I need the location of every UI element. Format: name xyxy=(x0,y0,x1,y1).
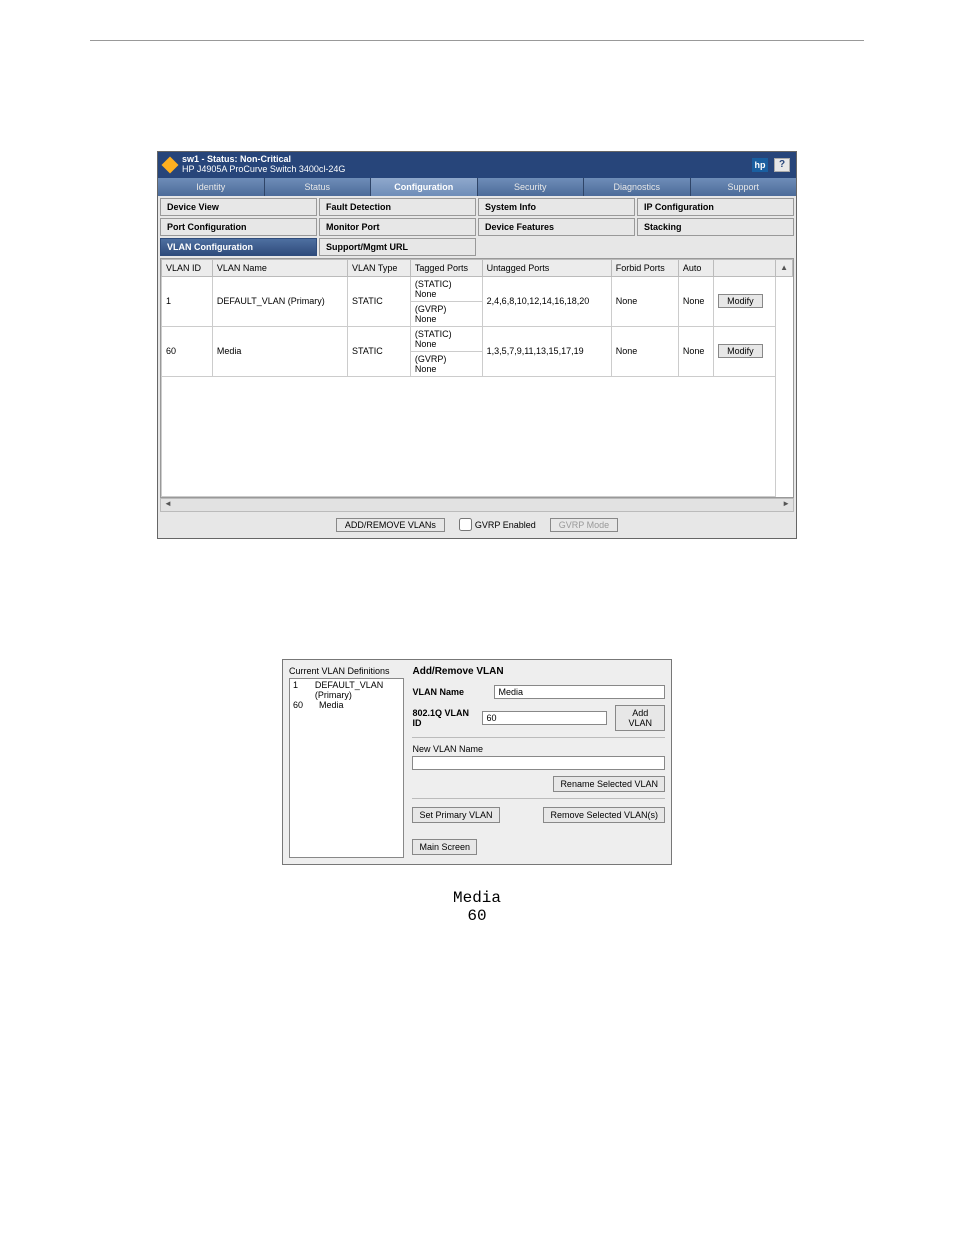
cell-id: 1 xyxy=(162,276,213,326)
gvrp-enabled-checkbox[interactable]: GVRP Enabled xyxy=(459,518,536,531)
subtab-monitor-port[interactable]: Monitor Port xyxy=(319,218,476,236)
titlebar: sw1 - Status: Non-Critical HP J4905A Pro… xyxy=(158,152,796,178)
cell-auto: None xyxy=(678,326,713,376)
cell-forbid: None xyxy=(611,276,678,326)
col-tagged-ports: Tagged Ports xyxy=(410,259,482,276)
table-empty-area xyxy=(162,376,776,496)
new-vlan-name-label: New VLAN Name xyxy=(412,744,665,754)
cell-tagged: (STATIC)None (GVRP)None xyxy=(410,276,482,326)
rename-vlan-button[interactable]: Rename Selected VLAN xyxy=(553,776,665,792)
tab-security[interactable]: Security xyxy=(478,178,585,196)
help-icon[interactable]: ? xyxy=(774,158,790,172)
caption: Media 60 xyxy=(0,889,954,925)
add-remove-vlans-button[interactable]: ADD/REMOVE VLANs xyxy=(336,518,445,532)
subtab-fault-detection[interactable]: Fault Detection xyxy=(319,198,476,216)
tab-status[interactable]: Status xyxy=(265,178,372,196)
vertical-scrollbar[interactable]: ▲ xyxy=(776,259,793,276)
col-untagged-ports: Untagged Ports xyxy=(482,259,611,276)
cell-type: STATIC xyxy=(348,276,411,326)
hp-logo-icon: hp xyxy=(752,158,768,172)
cell-untagged: 2,4,6,8,10,12,14,16,18,20 xyxy=(482,276,611,326)
dialog-heading: Add/Remove VLAN xyxy=(412,666,665,677)
col-vlan-id: VLAN ID xyxy=(162,259,213,276)
vlan-id-label: 802.1Q VLAN ID xyxy=(412,708,478,728)
divider xyxy=(412,737,665,738)
subtab-system-info[interactable]: System Info xyxy=(478,198,635,216)
add-vlan-button[interactable]: Add VLAN xyxy=(615,705,665,731)
tab-support[interactable]: Support xyxy=(691,178,797,196)
list-item[interactable]: 60Media xyxy=(291,700,402,710)
table-row: 60 Media STATIC (STATIC)None (GVRP)None … xyxy=(162,326,793,376)
cell-name: Media xyxy=(212,326,347,376)
vlan-table: VLAN ID VLAN Name VLAN Type Tagged Ports… xyxy=(161,259,793,497)
main-screen-button[interactable]: Main Screen xyxy=(412,839,477,855)
table-row: 1 DEFAULT_VLAN (Primary) STATIC (STATIC)… xyxy=(162,276,793,326)
gvrp-mode-button[interactable]: GVRP Mode xyxy=(550,518,618,532)
sub-tabs: Device View Fault Detection System Info … xyxy=(158,196,796,256)
subtab-device-view[interactable]: Device View xyxy=(160,198,317,216)
divider xyxy=(412,798,665,799)
vlan-definitions-list[interactable]: 1DEFAULT_VLAN (Primary) 60Media xyxy=(289,678,404,858)
main-tabs: Identity Status Configuration Security D… xyxy=(158,178,796,196)
modify-button[interactable]: Modify xyxy=(718,344,763,358)
vlan-config-body: VLAN ID VLAN Name VLAN Type Tagged Ports… xyxy=(160,258,794,498)
add-remove-vlan-dialog: Current VLAN Definitions 1DEFAULT_VLAN (… xyxy=(282,659,672,865)
new-vlan-name-input[interactable] xyxy=(412,756,665,770)
vlan-name-label: VLAN Name xyxy=(412,687,490,697)
vlan-id-input[interactable] xyxy=(482,711,607,725)
remove-vlan-button[interactable]: Remove Selected VLAN(s) xyxy=(543,807,665,823)
list-item[interactable]: 1DEFAULT_VLAN (Primary) xyxy=(291,680,402,700)
status-diamond-icon xyxy=(162,156,179,173)
subtab-port-configuration[interactable]: Port Configuration xyxy=(160,218,317,236)
cell-tagged: (STATIC)None (GVRP)None xyxy=(410,326,482,376)
col-actions xyxy=(714,259,776,276)
gvrp-enabled-input[interactable] xyxy=(459,518,472,531)
col-auto: Auto xyxy=(678,259,713,276)
cell-auto: None xyxy=(678,276,713,326)
page-divider xyxy=(90,40,864,41)
subtab-device-features[interactable]: Device Features xyxy=(478,218,635,236)
cell-forbid: None xyxy=(611,326,678,376)
tab-configuration[interactable]: Configuration xyxy=(371,178,478,196)
tab-identity[interactable]: Identity xyxy=(158,178,265,196)
subtab-support-mgmt-url[interactable]: Support/Mgmt URL xyxy=(319,238,476,256)
modify-button[interactable]: Modify xyxy=(718,294,763,308)
col-vlan-type: VLAN Type xyxy=(348,259,411,276)
switch-window: sw1 - Status: Non-Critical HP J4905A Pro… xyxy=(157,151,797,539)
vlan-name-input[interactable] xyxy=(494,685,665,699)
col-forbid-ports: Forbid Ports xyxy=(611,259,678,276)
subtab-stacking[interactable]: Stacking xyxy=(637,218,794,236)
cell-name: DEFAULT_VLAN (Primary) xyxy=(212,276,347,326)
window-title: sw1 - Status: Non-Critical HP J4905A Pro… xyxy=(182,155,746,175)
set-primary-vlan-button[interactable]: Set Primary VLAN xyxy=(412,807,499,823)
horizontal-scrollbar[interactable]: ◄► xyxy=(160,498,794,512)
bottom-controls: ADD/REMOVE VLANs GVRP Enabled GVRP Mode xyxy=(158,512,796,538)
subtab-vlan-configuration[interactable]: VLAN Configuration xyxy=(160,238,317,256)
tab-diagnostics[interactable]: Diagnostics xyxy=(584,178,691,196)
col-vlan-name: VLAN Name xyxy=(212,259,347,276)
current-vlan-defs-label: Current VLAN Definitions xyxy=(289,666,404,676)
cell-type: STATIC xyxy=(348,326,411,376)
cell-id: 60 xyxy=(162,326,213,376)
subtab-ip-configuration[interactable]: IP Configuration xyxy=(637,198,794,216)
cell-untagged: 1,3,5,7,9,11,13,15,17,19 xyxy=(482,326,611,376)
